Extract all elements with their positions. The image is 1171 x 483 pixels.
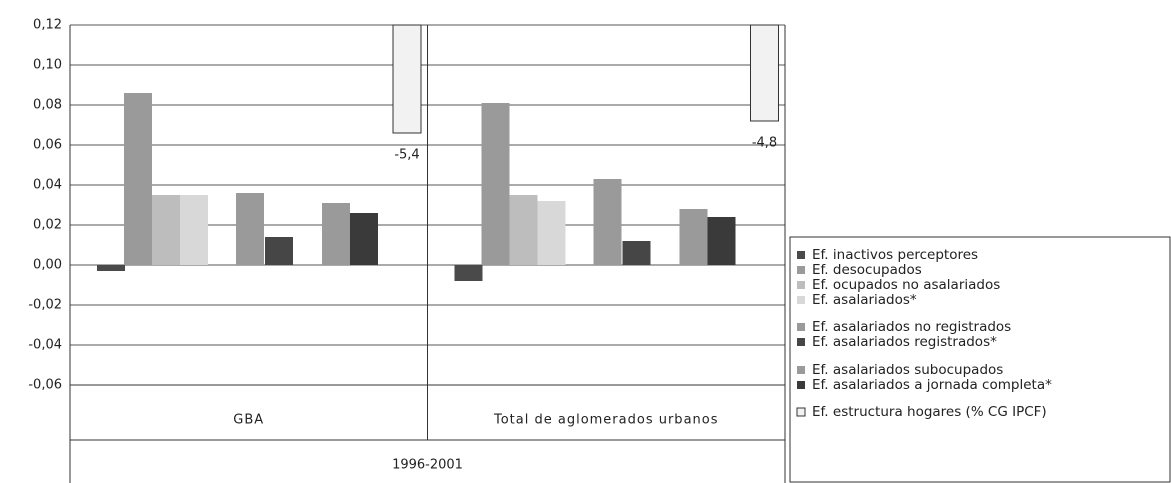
bar <box>679 209 708 265</box>
bar <box>265 237 293 265</box>
bar <box>392 24 422 134</box>
legend-label: Ef. asalariados* <box>812 292 917 308</box>
legend-label: Ef. asalariados subocupados <box>812 362 1003 378</box>
bar <box>97 265 125 271</box>
y-tick-label: 0,08 <box>33 98 62 113</box>
y-tick-label: 0,12 <box>33 18 62 33</box>
legend-swatch <box>796 407 806 417</box>
bar-value-label: -5,4 <box>394 148 419 163</box>
y-tick-label: -0,04 <box>28 338 62 353</box>
legend-label: Ef. inactivos perceptores <box>812 247 978 263</box>
legend-box <box>789 236 1171 483</box>
legend-label: Ef. estructura hogares (% CG IPCF) <box>812 404 1047 420</box>
legend-label: Ef. desocupados <box>812 262 922 278</box>
y-tick-label: -0,02 <box>28 298 62 313</box>
y-tick-label: 0,00 <box>33 258 62 273</box>
bar <box>350 213 378 265</box>
bar <box>707 217 736 265</box>
legend-swatch <box>797 251 805 259</box>
y-tick-label: 0,10 <box>33 58 62 73</box>
bar <box>322 203 350 265</box>
legend-swatch <box>797 366 805 374</box>
bar <box>124 93 152 265</box>
y-tick-label: 0,06 <box>33 138 62 153</box>
bar <box>509 195 538 265</box>
legend-label: Ef. asalariados no registrados <box>812 319 1011 335</box>
bar <box>152 195 180 265</box>
x-axis-label: 1996-2001 <box>392 458 463 473</box>
legend-label: Ef. ocupados no asalariados <box>812 277 1000 293</box>
bar <box>180 195 208 265</box>
bar <box>622 241 651 265</box>
x-tick-label: Total de aglomerados urbanos <box>493 413 719 428</box>
bar <box>537 201 566 265</box>
bar-value-label: -4,8 <box>752 136 777 151</box>
legend-swatch <box>797 338 805 346</box>
x-tick-label: GBA <box>233 413 264 428</box>
bar <box>236 193 264 265</box>
y-tick-label: 0,02 <box>33 218 62 233</box>
legend-label: Ef. asalariados a jornada completa* <box>812 377 1052 393</box>
y-tick-label: 0,04 <box>33 178 62 193</box>
legend-swatch <box>797 323 805 331</box>
bar <box>481 103 510 265</box>
legend-label: Ef. asalariados registrados* <box>812 334 997 350</box>
y-tick-label: -0,06 <box>28 378 62 393</box>
bar <box>750 24 779 122</box>
legend-swatch <box>797 296 805 304</box>
legend-swatch <box>797 381 805 389</box>
bar <box>454 265 483 281</box>
legend-swatch <box>797 281 805 289</box>
bar <box>593 179 622 265</box>
legend-swatch <box>797 266 805 274</box>
